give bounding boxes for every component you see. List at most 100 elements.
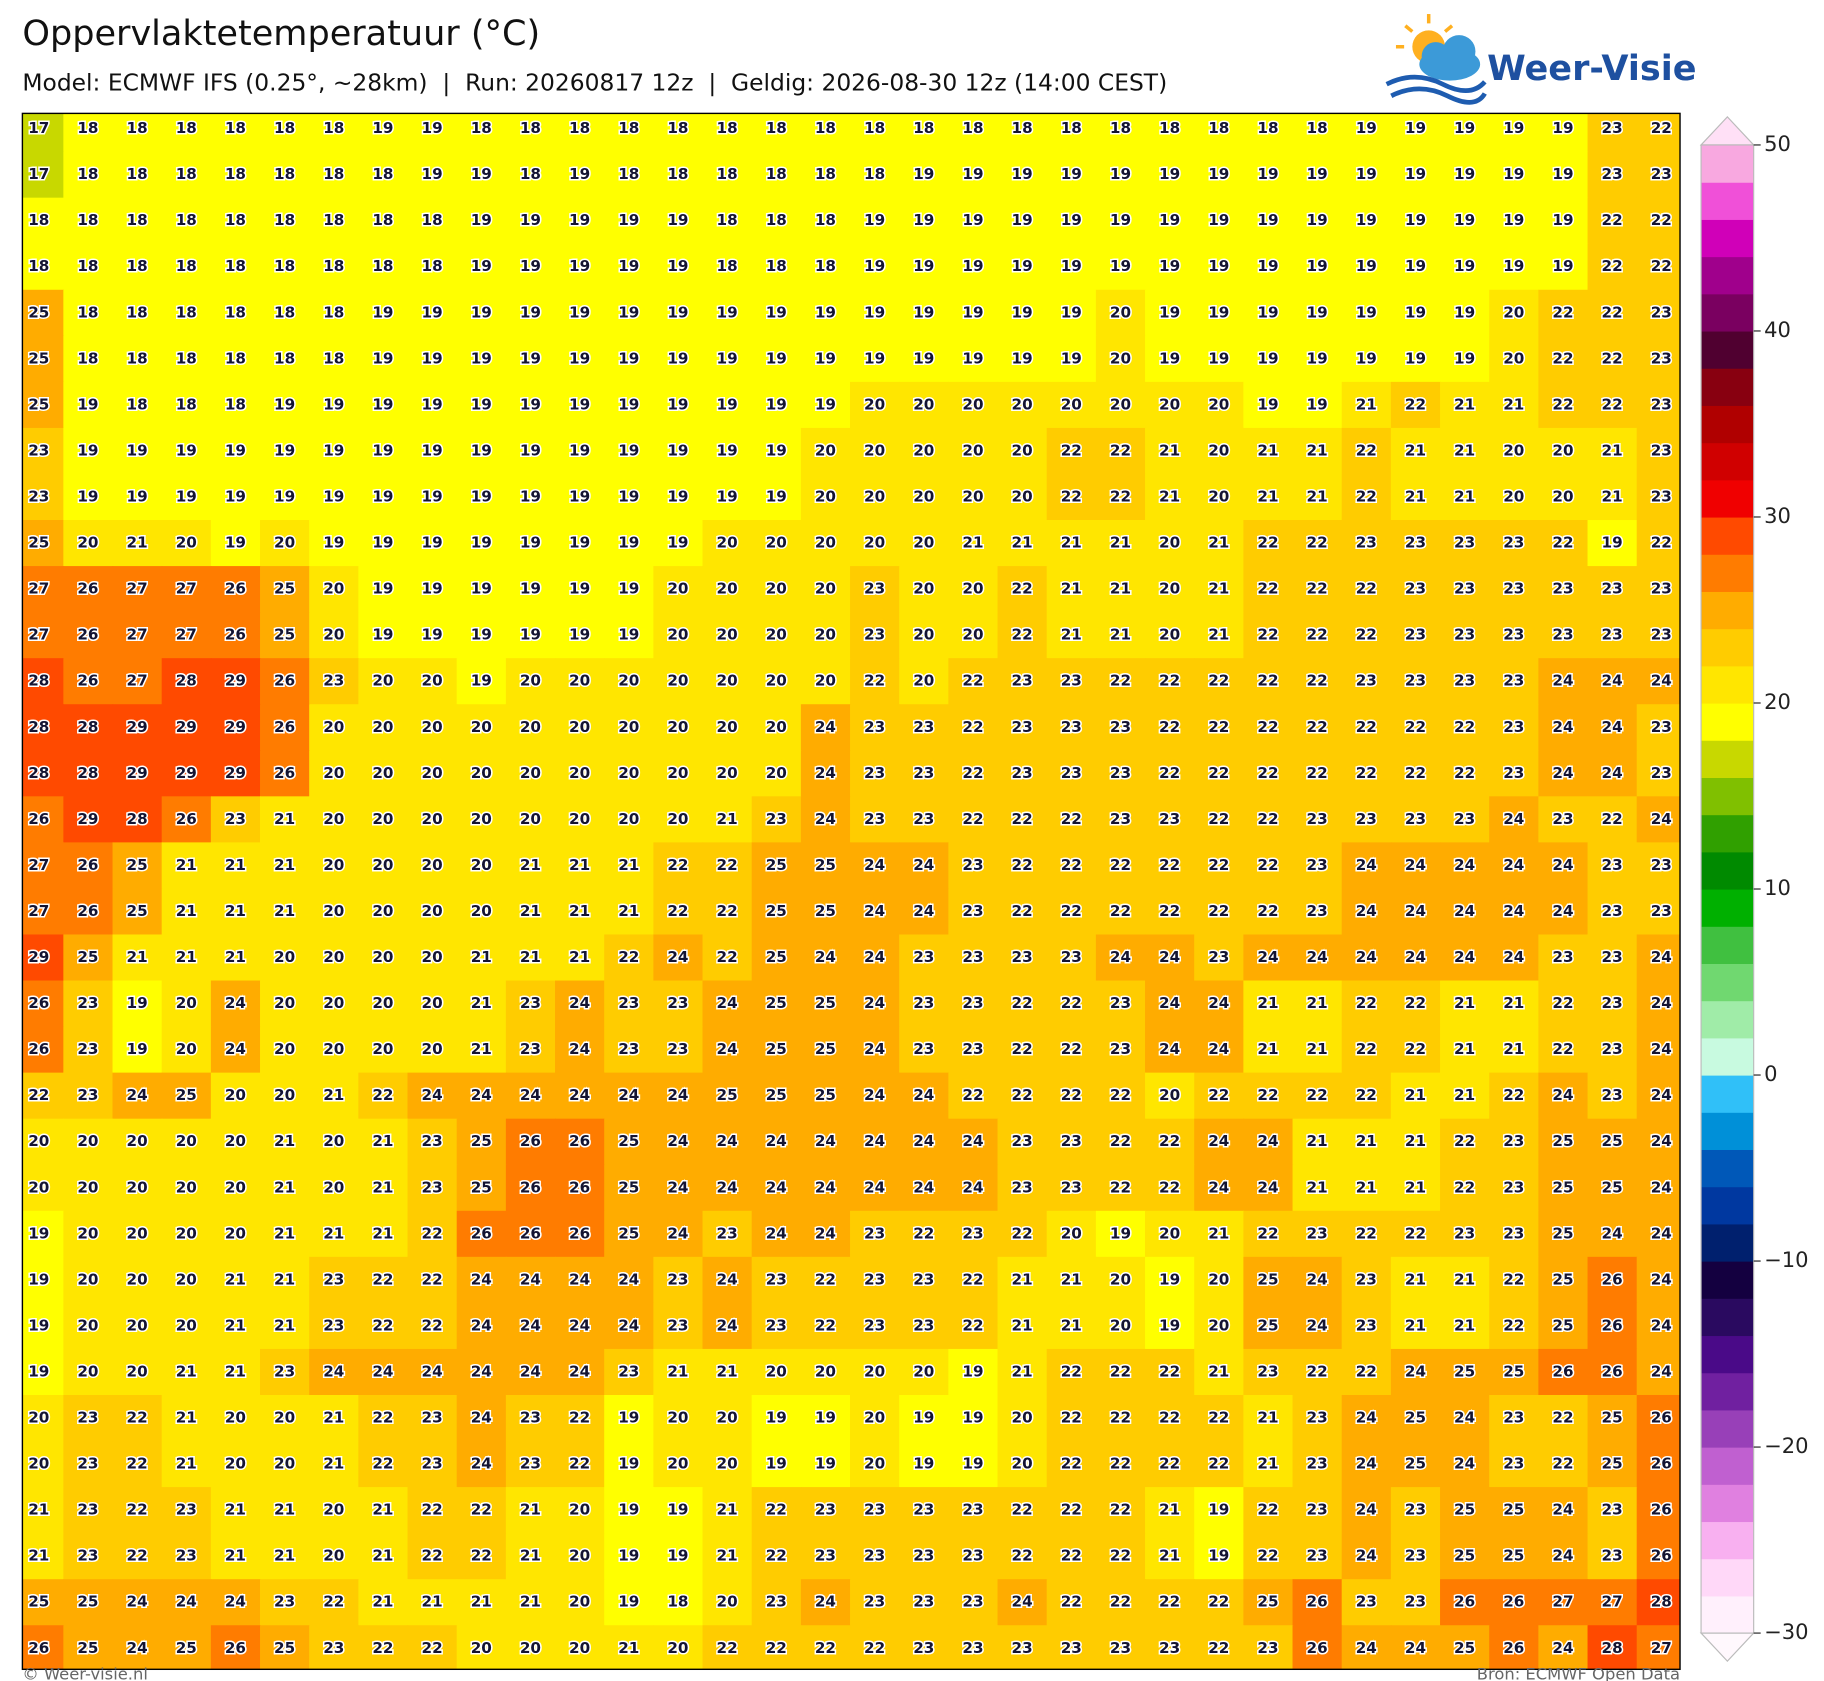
temperature-cell xyxy=(358,243,409,291)
temperature-label: 21 xyxy=(618,856,639,874)
temperature-label: 18 xyxy=(1110,119,1131,137)
temperature-label: 20 xyxy=(766,764,787,782)
temperature-label: 19 xyxy=(1405,303,1426,321)
temperature-label: 21 xyxy=(569,902,590,920)
temperature-label: 19 xyxy=(667,1547,688,1565)
temperature-label: 19 xyxy=(1208,257,1229,275)
temperature-cell xyxy=(1292,289,1343,337)
temperature-cell xyxy=(358,1026,409,1074)
colorbar-segment xyxy=(1701,1186,1754,1225)
temperature-cell xyxy=(1145,151,1195,199)
temperature-cell xyxy=(751,1256,802,1304)
temperature-label: 19 xyxy=(618,1593,639,1611)
temperature-cell xyxy=(1489,612,1540,659)
colorbar-tick-label: −30 xyxy=(1764,1619,1808,1644)
temperature-cell xyxy=(555,243,605,291)
temperature-label: 24 xyxy=(913,1132,934,1150)
temperature-label: 19 xyxy=(962,349,983,367)
temperature-cell xyxy=(112,842,163,890)
temperature-cell xyxy=(407,197,458,245)
temperature-cell xyxy=(751,566,802,613)
temperature-label: 25 xyxy=(28,395,49,413)
colorbar-segment xyxy=(1701,628,1754,667)
temperature-label: 24 xyxy=(766,1132,787,1150)
temperature-label: 19 xyxy=(717,303,738,321)
temperature-label: 21 xyxy=(372,1178,393,1196)
temperature-label: 22 xyxy=(1307,718,1328,736)
temperature-label: 24 xyxy=(618,1270,639,1288)
temperature-label: 22 xyxy=(717,1639,738,1657)
temperature-label: 23 xyxy=(1061,948,1082,966)
temperature-cell xyxy=(899,796,950,844)
temperature-label: 23 xyxy=(323,1639,344,1657)
temperature-label: 22 xyxy=(1110,1501,1131,1519)
temperature-label: 24 xyxy=(1651,672,1672,690)
temperature-cell xyxy=(1046,520,1097,567)
temperature-label: 19 xyxy=(1061,165,1082,183)
temperature-cell xyxy=(505,335,556,383)
temperature-label: 22 xyxy=(1061,902,1082,920)
temperature-label: 26 xyxy=(28,994,49,1012)
temperature-label: 24 xyxy=(471,1455,492,1473)
temperature-label: 22 xyxy=(372,1316,393,1334)
temperature-label: 19 xyxy=(766,303,787,321)
temperature-cell xyxy=(800,1210,851,1258)
temperature-label: 20 xyxy=(667,580,688,598)
temperature-cell xyxy=(751,704,802,751)
temperature-label: 23 xyxy=(766,1593,787,1611)
temperature-label: 21 xyxy=(28,1547,49,1565)
temperature-cell xyxy=(161,934,212,982)
temperature-cell xyxy=(653,1210,704,1258)
temperature-cell xyxy=(505,1026,556,1074)
temperature-label: 24 xyxy=(717,994,738,1012)
temperature-label: 19 xyxy=(176,487,197,505)
temperature-cell xyxy=(309,566,360,613)
colorbar-segment xyxy=(1701,1223,1754,1262)
temperature-label: 19 xyxy=(323,441,344,459)
temperature-cell xyxy=(260,243,310,291)
temperature-label: 20 xyxy=(1503,487,1524,505)
temperature-label: 20 xyxy=(471,856,492,874)
temperature-cell xyxy=(997,842,1048,890)
temperature-label: 20 xyxy=(962,395,983,413)
temperature-cell xyxy=(1636,980,1681,1028)
temperature-label: 20 xyxy=(667,672,688,690)
temperature-cell xyxy=(1046,658,1097,705)
temperature-label: 23 xyxy=(1110,1639,1131,1657)
temperature-cell xyxy=(850,473,900,521)
temperature-cell xyxy=(899,151,950,199)
temperature-cell xyxy=(899,1210,950,1258)
temperature-label: 20 xyxy=(323,810,344,828)
temperature-cell xyxy=(407,704,458,751)
temperature-label: 20 xyxy=(667,718,688,736)
temperature-cell xyxy=(653,1072,704,1120)
temperature-label: 20 xyxy=(422,856,443,874)
temperature-cell xyxy=(1341,1072,1392,1120)
temperature-cell xyxy=(22,243,65,291)
temperature-label: 18 xyxy=(176,165,197,183)
temperature-label: 24 xyxy=(864,902,885,920)
temperature-cell xyxy=(1145,658,1195,705)
temperature-cell xyxy=(1538,1210,1589,1258)
temperature-label: 19 xyxy=(667,1501,688,1519)
temperature-cell xyxy=(653,243,704,291)
temperature-cell xyxy=(1145,1164,1195,1212)
temperature-label: 19 xyxy=(1012,349,1033,367)
temperature-cell xyxy=(407,113,458,153)
temperature-label: 26 xyxy=(1651,1409,1672,1427)
temperature-label: 19 xyxy=(569,211,590,229)
temperature-label: 20 xyxy=(372,764,393,782)
temperature-label: 19 xyxy=(1454,119,1475,137)
temperature-label: 19 xyxy=(618,534,639,552)
temperature-label: 19 xyxy=(520,580,541,598)
temperature-cell xyxy=(1489,796,1540,844)
temperature-cell xyxy=(555,1118,605,1166)
temperature-label: 21 xyxy=(1110,534,1131,552)
temperature-cell xyxy=(22,113,65,153)
temperature-label: 23 xyxy=(913,994,934,1012)
temperature-cell xyxy=(850,151,900,199)
temperature-label: 25 xyxy=(717,1086,738,1104)
temperature-label: 23 xyxy=(274,1362,295,1380)
temperature-label: 19 xyxy=(766,1455,787,1473)
temperature-label: 19 xyxy=(1159,349,1180,367)
